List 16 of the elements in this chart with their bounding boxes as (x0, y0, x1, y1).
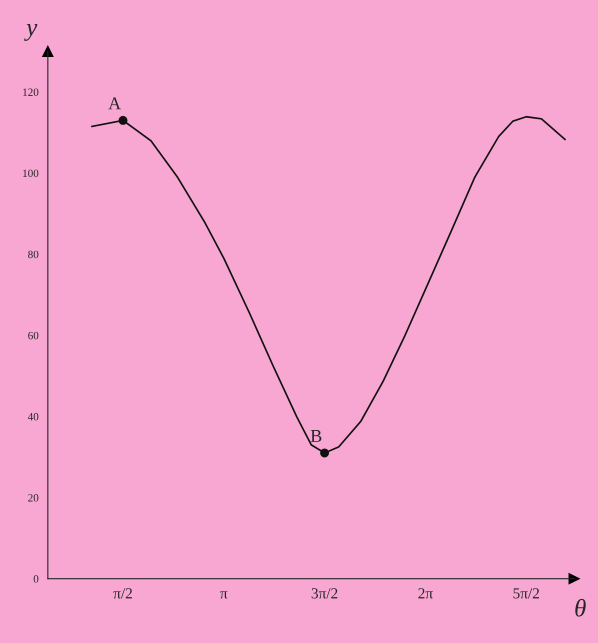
annotation: B (310, 430, 322, 442)
y-tick-label: 80 (28, 250, 38, 258)
x-tick-label: 3π/2 (312, 588, 338, 598)
x-tick-label: π/2 (113, 588, 132, 598)
x-tick-label: π (220, 591, 228, 598)
annotation: A (108, 97, 122, 110)
x-axis-title: θ (575, 598, 586, 617)
x-tick-label: 2π (418, 588, 433, 598)
y-axis-title: y (24, 24, 38, 41)
x-tick-label: 5π/2 (513, 588, 539, 598)
y-tick-label: 0 (34, 575, 38, 583)
y-tick-label: 60 (28, 332, 38, 340)
y-tick-label: 20 (28, 494, 38, 502)
y-tick-label: 100 (23, 170, 38, 178)
y-tick-label: 120 (23, 88, 38, 96)
y-tick-label: 40 (28, 412, 38, 420)
